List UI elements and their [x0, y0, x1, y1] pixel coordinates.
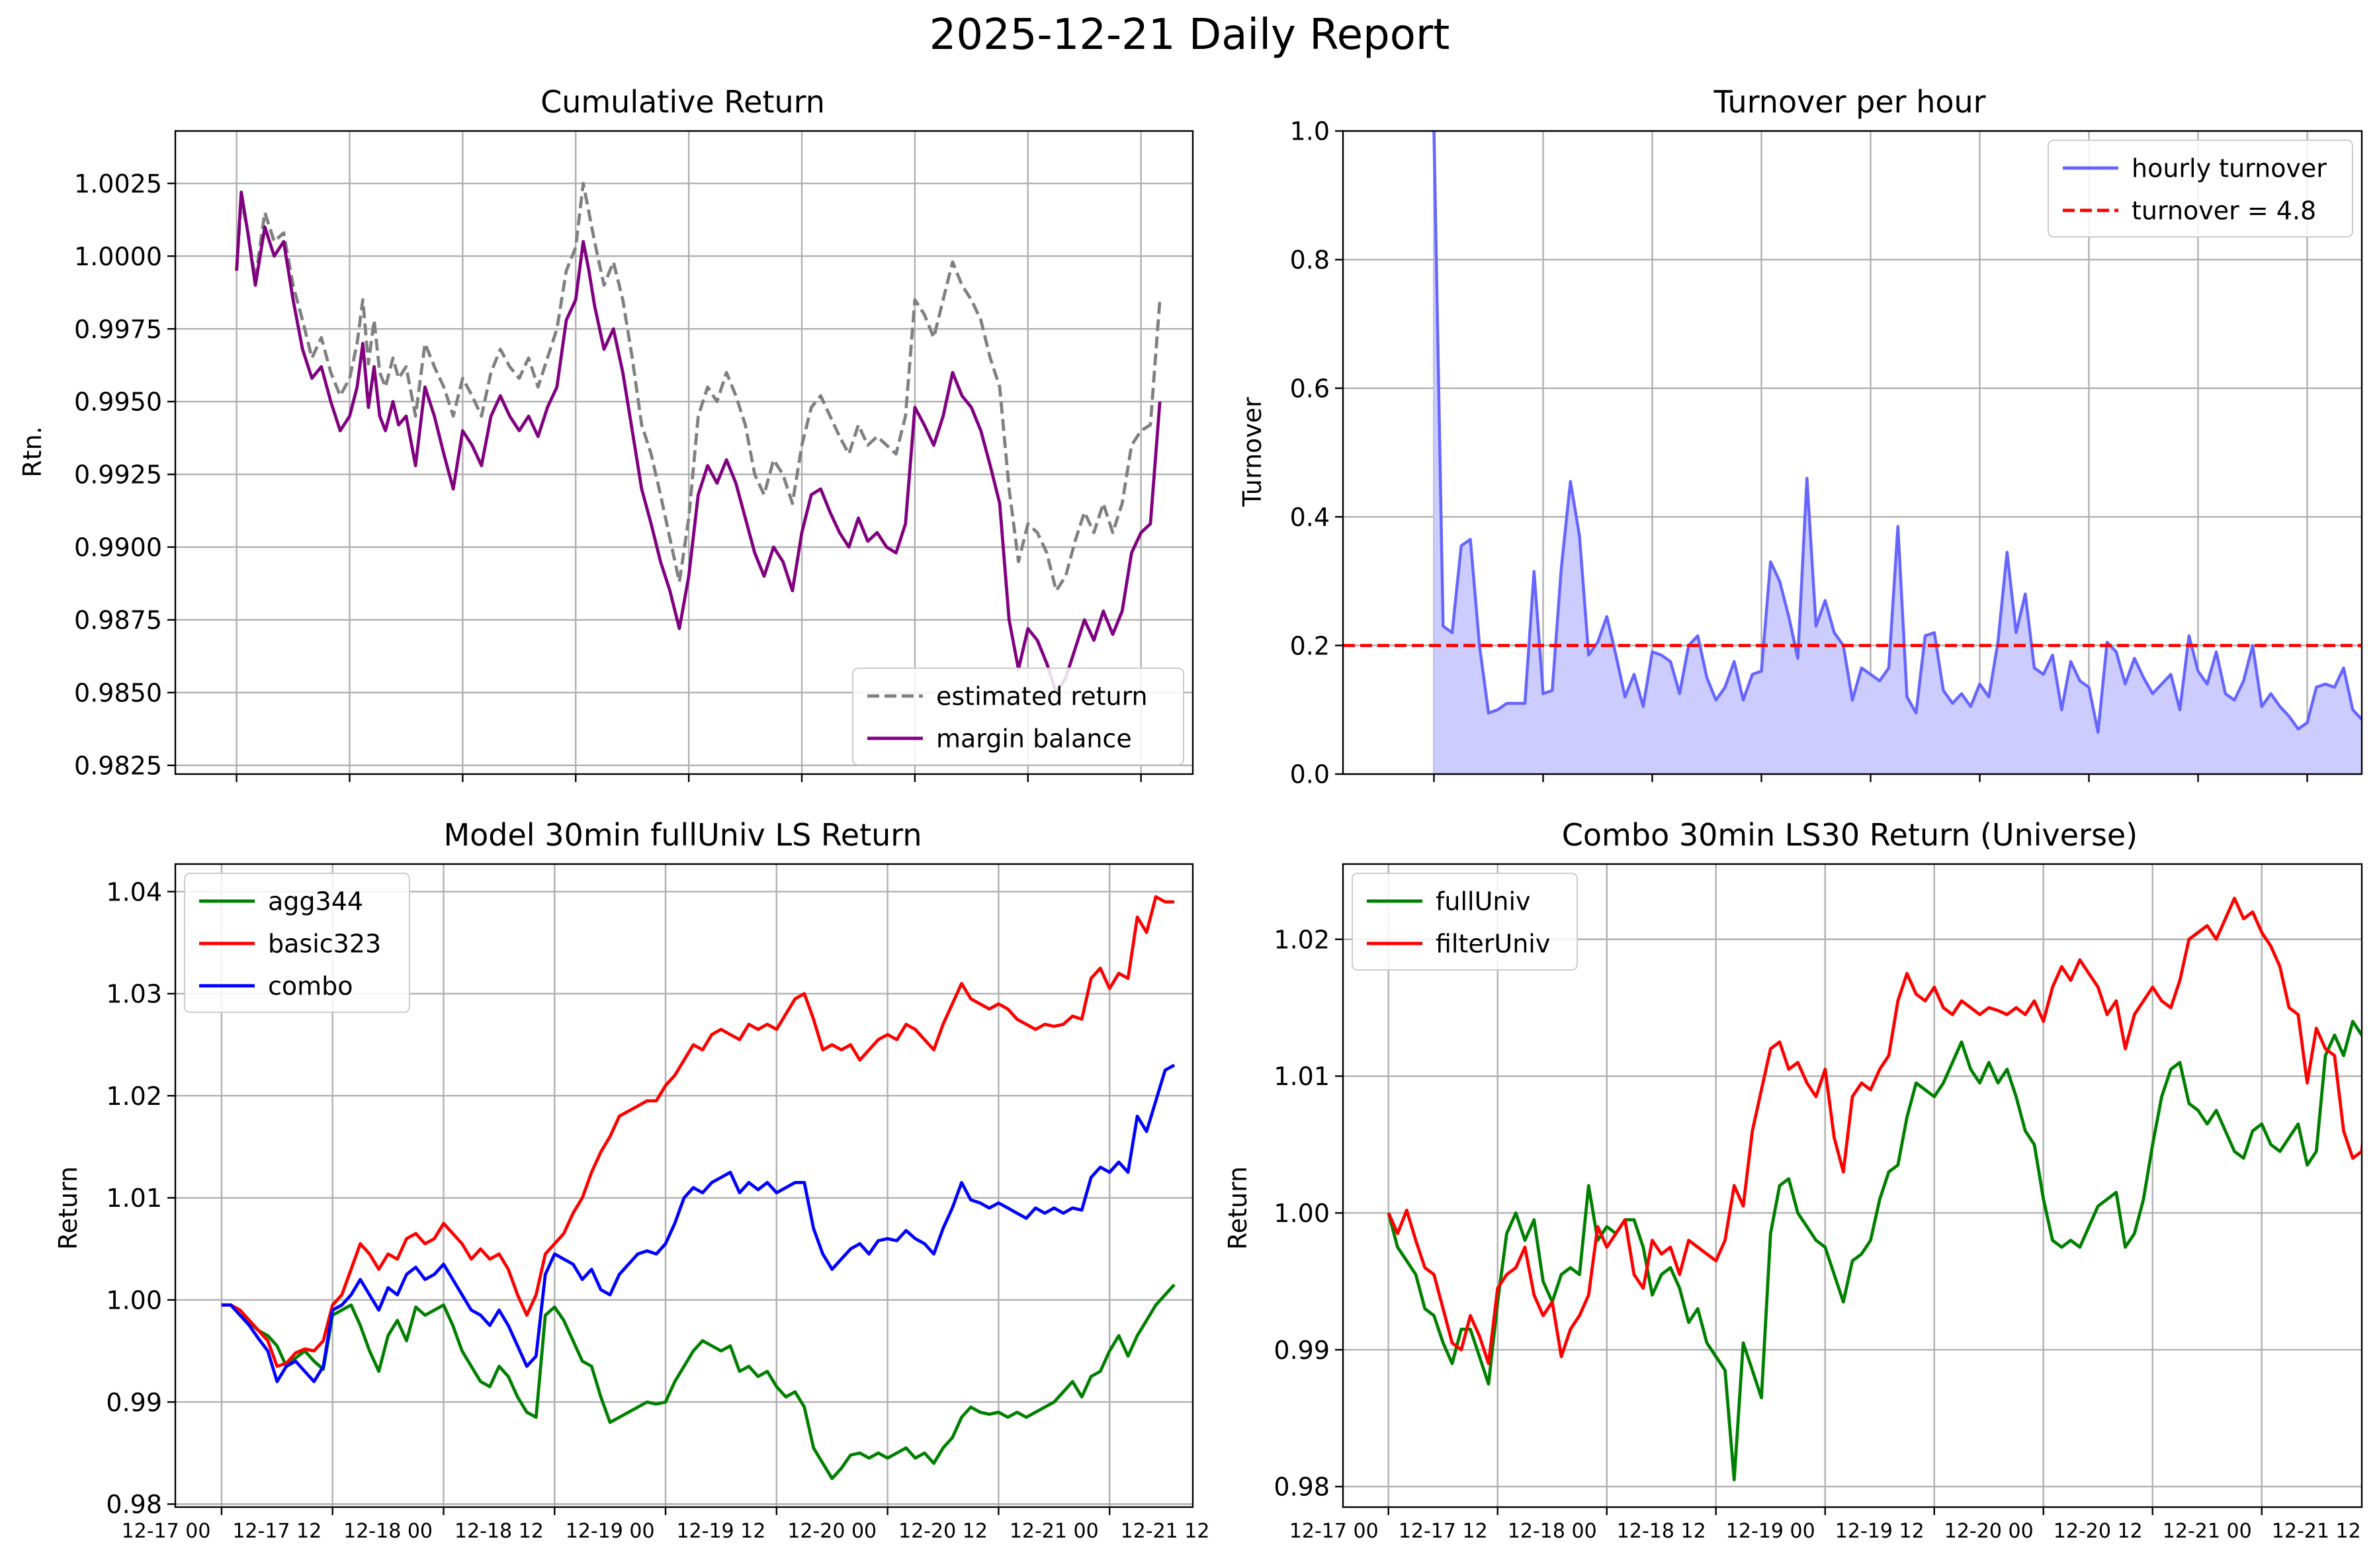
univ-xtick-label: 12-20 12: [2054, 1520, 2143, 1543]
univ-xtick-label: 12-17 12: [1399, 1520, 1488, 1543]
turnover-panel: Turnover per hour Turnover 0.0 0.2 0.4 0.6 0…: [1238, 84, 2363, 789]
cum-ytick-label: 0.9925: [74, 460, 162, 490]
univ-legend-label: fullUniv: [1436, 887, 1531, 916]
univ-xtick-label: 12-20 00: [1944, 1520, 2034, 1543]
model-legend: agg344 basic323 combo: [184, 873, 410, 1013]
turnover-series-0-line: [1432, 131, 2362, 734]
model-return-title: Model 30min fullUniv LS Return: [443, 817, 922, 853]
model-ytick-label: 1.00: [106, 1285, 162, 1315]
model-xtick-label: 12-21 12: [1121, 1520, 1210, 1543]
model-return-ylabel: Return: [54, 1166, 83, 1250]
univ-xtick-label: 12-21 00: [2163, 1520, 2252, 1543]
univ-plot-area: [1387, 896, 2362, 1482]
univ-xtick-label: 12-21 12: [2272, 1520, 2361, 1543]
model-axes-frame: [174, 863, 1194, 1508]
turnover-legend-box: [2048, 140, 2353, 238]
cum-ytick-label: 0.9825: [74, 751, 162, 780]
univ-ytick-label: 1.00: [1274, 1199, 1330, 1228]
model-xtick-label: 12-20 12: [898, 1520, 988, 1543]
univ-xtick-label: 12-19 12: [1835, 1520, 1925, 1543]
univ-series-1-line: [1387, 896, 2362, 1366]
cum-ytick-label: 1.0000: [74, 242, 162, 271]
turnover-plot-area: [1343, 131, 2362, 774]
turnover-axes-frame: [1342, 130, 2363, 775]
model-ytick-label: 1.01: [106, 1184, 162, 1213]
model-ytick-label: 1.04: [106, 877, 162, 906]
model-xtick-label: 12-19 00: [566, 1520, 655, 1543]
univ-grid: [1343, 864, 2362, 1507]
univ-xtick-label: 12-19 00: [1726, 1520, 1815, 1543]
cum-grid: [175, 131, 1193, 774]
figure-title: 2025-12-21 Daily Report: [930, 11, 1450, 60]
cum-series-0-line: [235, 181, 1162, 593]
model-legend-label: basic323: [268, 930, 381, 959]
univ-ytick-label: 1.02: [1274, 925, 1330, 954]
cum-legend-box: [852, 668, 1184, 765]
turnover-ytick-label: 0.8: [1290, 245, 1330, 275]
turnover-ytick-label: 0.2: [1290, 631, 1330, 660]
model-xtick-label: 12-18 12: [454, 1520, 544, 1543]
turnover-ytick-label: 0.4: [1290, 503, 1330, 532]
turnover-legend: hourly turnover turnover = 4.8: [2048, 140, 2353, 238]
cumulative-return-ylabel: Rtn.: [18, 426, 47, 477]
model-legend-label: agg344: [268, 887, 363, 916]
cumulative-return-panel: Cumulative Return Rtn. 0.9825 0.9850 0.987…: [18, 84, 1194, 782]
model-series-2-line: [221, 1063, 1176, 1383]
turnover-ytick-label: 0.0: [1290, 760, 1330, 789]
model-ytick-label: 0.99: [106, 1388, 162, 1417]
model-ytick-label: 1.03: [106, 980, 162, 1009]
turnover-title: Turnover per hour: [1713, 84, 1985, 120]
model-return-panel: Model 30min fullUniv LS Return Return 0.…: [54, 817, 1209, 1543]
model-xtick-label: 12-21 00: [1010, 1520, 1099, 1543]
cum-ytick-label: 0.9850: [74, 679, 162, 708]
cum-plot-area: [235, 181, 1162, 695]
univ-xtick-label: 12-18 12: [1617, 1520, 1706, 1543]
model-legend-box: [184, 873, 410, 1013]
universe-return-ylabel: Return: [1223, 1166, 1252, 1250]
model-xtick-label: 12-20 00: [787, 1520, 877, 1543]
cum-legend: estimated return margin balance: [852, 668, 1184, 765]
univ-legend-box: [1352, 873, 1578, 971]
universe-return-title: Combo 30min LS30 Return (Universe): [1562, 817, 2138, 853]
cum-legend-label: margin balance: [936, 724, 1132, 754]
univ-ytick-label: 1.01: [1274, 1062, 1330, 1091]
univ-xtick-label: 12-18 00: [1508, 1520, 1597, 1543]
model-series-1-line: [221, 895, 1174, 1368]
cum-legend-label: estimated return: [936, 682, 1148, 711]
model-ytick-label: 0.98: [106, 1490, 162, 1519]
model-ytick-label: 1.02: [106, 1082, 162, 1111]
model-xtick-label: 12-19 12: [676, 1520, 765, 1543]
model-xtick-label: 12-18 00: [343, 1520, 433, 1543]
model-xtick-label: 12-17 00: [122, 1520, 211, 1543]
cum-ytick-label: 0.9975: [74, 315, 162, 344]
model-series-0-line: [221, 1284, 1176, 1481]
univ-series-0-line: [1387, 1020, 2362, 1482]
univ-xtick-label: 12-17 00: [1289, 1520, 1379, 1543]
cum-ytick-label: 1.0025: [74, 169, 162, 198]
univ-ytick-label: 0.99: [1274, 1336, 1330, 1365]
universe-return-panel: Combo 30min LS30 Return (Universe) Retur…: [1223, 817, 2363, 1543]
model-plot-area: [221, 895, 1176, 1481]
turnover-ylabel: Turnover: [1238, 397, 1267, 507]
univ-legend-label: filterUniv: [1436, 930, 1550, 959]
turnover-legend-label: turnover = 4.8: [2132, 196, 2316, 226]
turnover-ytick-label: 0.6: [1290, 374, 1330, 403]
cum-ytick-label: 0.9875: [74, 606, 162, 635]
turnover-ytick-label: 1.0: [1290, 117, 1330, 146]
turnover-legend-label: hourly turnover: [2132, 154, 2327, 183]
cumulative-return-title: Cumulative Return: [541, 84, 825, 120]
univ-axes-frame: [1342, 863, 2363, 1508]
cum-axes-frame: [174, 130, 1194, 775]
cum-ytick-label: 0.9900: [74, 533, 162, 562]
univ-legend: fullUniv filterUniv: [1352, 873, 1578, 971]
cum-series-1-line: [235, 190, 1162, 695]
model-legend-label: combo: [268, 972, 353, 1001]
cum-ytick-label: 0.9950: [74, 388, 162, 417]
univ-ytick-label: 0.98: [1274, 1473, 1330, 1502]
model-xtick-label: 12-17 12: [232, 1520, 322, 1543]
